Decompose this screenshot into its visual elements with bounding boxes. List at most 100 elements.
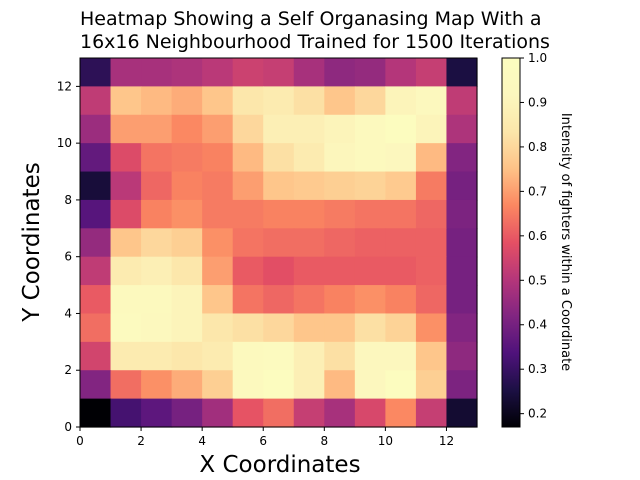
heatmap-cell	[446, 341, 478, 371]
heatmap-cell	[110, 143, 142, 173]
heatmap-cell	[293, 58, 325, 87]
heatmap-cell	[141, 199, 173, 229]
heatmap-cells	[80, 58, 478, 428]
heatmap-cell	[141, 228, 173, 258]
heatmap-cell	[293, 256, 325, 286]
heatmap-cell	[263, 313, 295, 343]
heatmap-cell	[385, 114, 417, 144]
heatmap-cell	[354, 114, 386, 144]
heatmap-cell	[324, 86, 356, 116]
heatmap-cell	[293, 199, 325, 229]
heatmap-cell	[202, 398, 234, 428]
heatmap-cell	[171, 143, 203, 173]
x-tick-label: 2	[137, 434, 145, 448]
heatmap-cell	[385, 199, 417, 229]
heatmap-cell	[324, 256, 356, 286]
heatmap-cell	[80, 171, 112, 201]
heatmap-cell	[446, 398, 478, 428]
heatmap-cell	[171, 398, 203, 428]
heatmap-cell	[415, 256, 448, 286]
heatmap-cell	[354, 313, 386, 343]
heatmap-cell	[354, 341, 386, 371]
colorbar-tick-label: 1.0	[528, 51, 547, 65]
heatmap-cell	[80, 398, 112, 428]
heatmap-cell	[141, 114, 173, 144]
heatmap-cell	[415, 143, 448, 173]
heatmap-cell	[202, 341, 234, 371]
heatmap-cell	[446, 114, 478, 144]
heatmap-cell	[141, 256, 173, 286]
x-axis-label: X Coordinates	[199, 452, 361, 478]
heatmap-cell	[80, 199, 112, 229]
heatmap-cell	[80, 58, 112, 87]
colorbar-tick-label: 0.6	[528, 229, 547, 243]
heatmap-cell	[293, 228, 325, 258]
heatmap-cell	[80, 228, 112, 258]
heatmap-cell	[385, 86, 417, 116]
heatmap-cell	[232, 313, 264, 343]
heatmap-cell	[110, 171, 142, 201]
heatmap-cell	[415, 114, 448, 144]
heatmap-cell	[293, 143, 325, 173]
heatmap-cell	[415, 341, 448, 371]
heatmap-cell	[232, 114, 264, 144]
heatmap-cell	[171, 256, 203, 286]
heatmap-cell	[263, 171, 295, 201]
colorbar-tick-label: 0.5	[528, 273, 547, 287]
heatmap-cell	[385, 285, 417, 315]
heatmap-cell	[80, 86, 112, 116]
heatmap-cell	[324, 341, 356, 371]
heatmap-cell	[171, 285, 203, 315]
heatmap-cell	[110, 398, 142, 428]
heatmap-cell	[385, 171, 417, 201]
heatmap-cell	[141, 370, 173, 400]
colorbar-tick-label: 0.3	[528, 362, 547, 376]
heatmap-cell	[202, 370, 234, 400]
heatmap-cell	[232, 171, 264, 201]
colorbar-tick-label: 0.9	[528, 95, 547, 109]
heatmap-cell	[141, 86, 173, 116]
heatmap-cell	[171, 341, 203, 371]
heatmap-cell	[324, 398, 356, 428]
y-tick-label: 12	[57, 79, 72, 93]
y-tick-label: 10	[57, 136, 72, 150]
heatmap-cell	[232, 398, 264, 428]
colorbar-tick-label: 0.8	[528, 140, 547, 154]
heatmap-cell	[202, 114, 234, 144]
heatmap-cell	[141, 398, 173, 428]
heatmap-cell	[80, 114, 112, 144]
heatmap-cell	[446, 143, 478, 173]
heatmap-cell	[232, 86, 264, 116]
heatmap-cell	[110, 199, 142, 229]
heatmap-cell	[446, 171, 478, 201]
heatmap-cell	[354, 86, 386, 116]
y-axis-label: Y Coordinates	[19, 162, 45, 322]
plot-frame	[79, 57, 478, 428]
heatmap-cell	[110, 228, 142, 258]
heatmap-cell	[293, 313, 325, 343]
heatmap-cell	[354, 171, 386, 201]
y-tick-label: 0	[64, 420, 72, 434]
heatmap-cell	[80, 143, 112, 173]
heatmap-cell	[446, 228, 478, 258]
heatmap-cell	[202, 313, 234, 343]
heatmap-cell	[141, 285, 173, 315]
x-axis-ticks: 0 2 4 6 8 10 12	[76, 427, 454, 448]
heatmap-cell	[385, 370, 417, 400]
heatmap-cell	[141, 171, 173, 201]
heatmap-cell	[415, 228, 448, 258]
x-tick-label: 8	[320, 434, 328, 448]
heatmap-cell	[171, 199, 203, 229]
y-tick-label: 2	[64, 363, 72, 377]
heatmap-cell	[80, 256, 112, 286]
heatmap-cell	[446, 86, 478, 116]
heatmap-cell	[263, 398, 295, 428]
heatmap-cell	[232, 199, 264, 229]
heatmap-cell	[263, 341, 295, 371]
heatmap-cell	[110, 58, 142, 87]
heatmap-cell	[293, 285, 325, 315]
heatmap-cell	[324, 171, 356, 201]
heatmap-cell	[202, 143, 234, 173]
